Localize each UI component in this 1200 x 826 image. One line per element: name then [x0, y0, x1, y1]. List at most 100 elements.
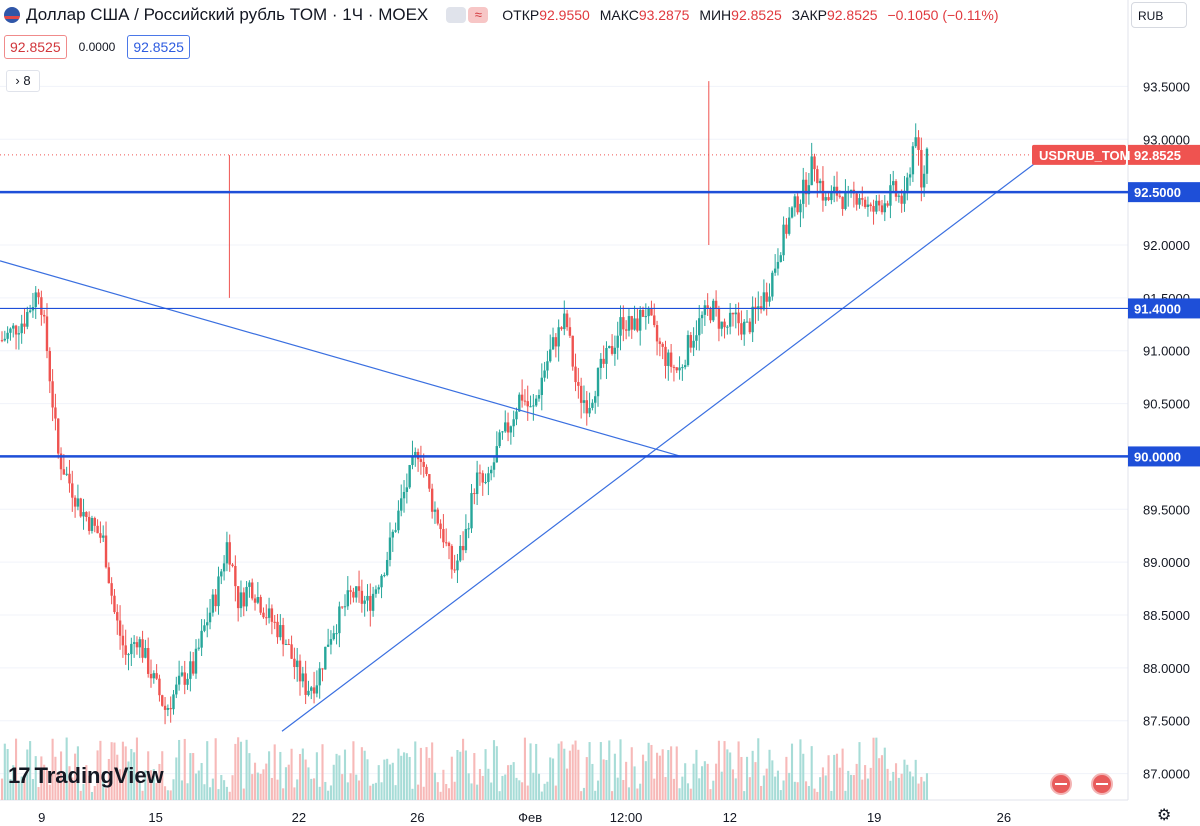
- volume-bar: [532, 772, 535, 800]
- volume-bar: [110, 742, 113, 800]
- volume-bar: [133, 752, 136, 800]
- currency-selector[interactable]: RUB: [1131, 2, 1187, 28]
- tradingview-logo: 17 TradingView: [8, 763, 164, 789]
- volume-bar: [923, 781, 926, 800]
- candle-body: [557, 327, 560, 347]
- volume-bar: [183, 738, 186, 800]
- volume-bar: [810, 746, 813, 800]
- volume-bar: [369, 785, 372, 800]
- candle-body: [706, 305, 709, 309]
- candle-body: [861, 198, 864, 200]
- candle-body: [73, 497, 77, 507]
- candle-body: [121, 635, 125, 646]
- y-tick-label: 87.0000: [1143, 767, 1190, 782]
- volume-bar: [113, 742, 116, 800]
- candle-body: [470, 493, 473, 529]
- volume-bar: [405, 753, 408, 800]
- volume-bar: [695, 749, 698, 800]
- usd-rub-flag-icon: [4, 7, 20, 23]
- candle-body: [844, 191, 847, 209]
- candle-body: [62, 469, 66, 475]
- volume-bar: [262, 769, 265, 800]
- y-tick-label: 87.5000: [1143, 714, 1190, 729]
- candle-body: [324, 646, 327, 670]
- candle-body: [785, 224, 788, 234]
- candle-body: [338, 606, 341, 634]
- volume-bar: [360, 747, 363, 800]
- volume-bar: [889, 780, 892, 800]
- volume-bar: [414, 741, 417, 800]
- volume-bar: [338, 755, 341, 800]
- volume-bar: [237, 737, 240, 800]
- sell-price-box[interactable]: 92.8525: [4, 35, 67, 59]
- candle-body: [228, 542, 231, 565]
- volume-bar: [478, 768, 481, 800]
- candle-body: [51, 381, 54, 408]
- volume-bar: [909, 771, 912, 800]
- candle-body: [113, 595, 116, 613]
- volume-bar: [307, 767, 310, 800]
- candle-body: [703, 305, 707, 315]
- candle-body: [554, 337, 558, 347]
- candle-body: [849, 189, 853, 192]
- candle-body: [371, 593, 375, 611]
- x-tick-label: 9: [38, 810, 45, 825]
- event-flag-icon[interactable]: [1050, 773, 1072, 795]
- indicators-toggle[interactable]: › 8: [6, 70, 40, 92]
- candle-body: [102, 535, 105, 538]
- volume-bar: [765, 768, 768, 800]
- symbol-title[interactable]: Доллар США / Российский рубль TOM · 1Ч ·…: [26, 5, 429, 24]
- candle-body: [183, 672, 186, 685]
- candle-body: [138, 639, 141, 648]
- x-tick-label: 26: [410, 810, 424, 825]
- volume-bar: [734, 778, 737, 800]
- candle-body: [641, 309, 645, 317]
- volume-bar: [582, 787, 586, 800]
- volume-bar: [563, 748, 566, 800]
- volume-bar: [23, 779, 26, 800]
- candle-body: [737, 312, 740, 324]
- candle-body: [863, 199, 867, 207]
- volume-bar: [40, 756, 43, 800]
- volume-bar: [858, 742, 861, 800]
- volume-bar: [653, 778, 656, 800]
- candle-body: [647, 307, 650, 317]
- volume-bar: [886, 768, 889, 800]
- candle-body: [116, 612, 119, 621]
- volume-bar: [546, 781, 549, 800]
- candle-body: [832, 186, 836, 193]
- volume-bar: [155, 783, 158, 800]
- volume-bar: [425, 747, 428, 800]
- visibility-toggle-icon[interactable]: [446, 7, 467, 23]
- volume-bar: [880, 755, 884, 800]
- candle-body: [211, 594, 215, 613]
- candle-body: [560, 327, 563, 330]
- candle-body: [369, 595, 372, 611]
- candle-body: [270, 608, 274, 622]
- candle-body: [93, 517, 96, 526]
- volume-bar: [383, 759, 386, 800]
- event-flag-icon[interactable]: [1091, 773, 1113, 795]
- volume-bar: [664, 777, 667, 800]
- volume-bar: [543, 783, 546, 800]
- wave-icon[interactable]: ≈: [468, 7, 489, 23]
- volume-bar: [729, 752, 732, 800]
- candle-body: [231, 564, 234, 566]
- volume-bar: [99, 740, 102, 800]
- volume-bar: [211, 778, 214, 800]
- volume-bar: [835, 753, 839, 800]
- volume-bar: [346, 782, 349, 800]
- candle-body: [622, 317, 625, 330]
- candle-body: [349, 590, 352, 592]
- candle-body: [411, 456, 414, 466]
- candle-body: [419, 459, 423, 462]
- candle-body: [23, 323, 26, 327]
- buy-price-box[interactable]: 92.8525: [127, 35, 190, 59]
- volume-bar: [220, 775, 223, 800]
- volume-bar: [464, 750, 467, 800]
- candle-body: [866, 204, 870, 207]
- settings-gear-icon[interactable]: ⚙: [1157, 807, 1172, 824]
- volume-bar: [217, 789, 220, 800]
- candle-body: [740, 323, 743, 335]
